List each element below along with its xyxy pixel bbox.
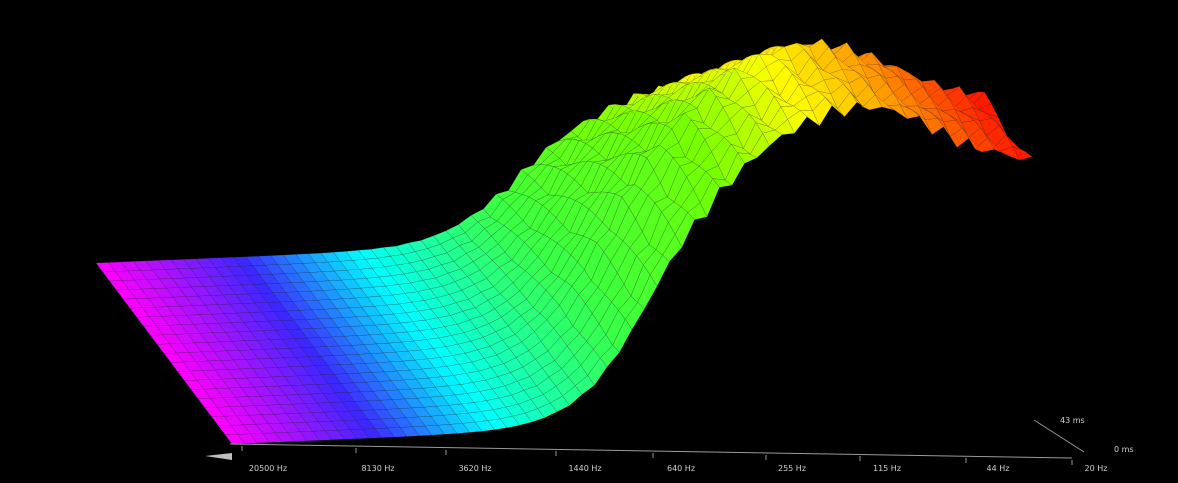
surface-cell	[1005, 134, 1026, 152]
z-tick-label: 0 ms	[1114, 445, 1134, 454]
x-tick-label: 20500 Hz	[249, 464, 287, 473]
x-tick-label: 640 Hz	[667, 464, 695, 473]
x-tick-label: 20 Hz	[1085, 464, 1108, 473]
x-axis-ticks: 20500 Hz 8130 Hz 3620 Hz 1440 Hz 640 Hz 255 H…	[241, 446, 1108, 473]
x-tick-label: 8130 Hz	[361, 464, 394, 473]
waterfall-surface	[95, 38, 1033, 445]
x-tick-label: 115 Hz	[873, 464, 901, 473]
x-tick-label: 255 Hz	[778, 464, 806, 473]
x-axis	[205, 419, 1085, 460]
x-tick-label: 44 Hz	[987, 464, 1010, 473]
axis-arrow-icon	[205, 453, 232, 460]
x-tick-label: 3620 Hz	[458, 464, 491, 473]
surface-cell	[1012, 146, 1033, 161]
x-axis-line	[229, 443, 1073, 459]
z-axis-line	[1033, 419, 1085, 453]
x-tick-label: 1440 Hz	[568, 464, 601, 473]
z-tick-label: 43 ms	[1060, 416, 1085, 425]
